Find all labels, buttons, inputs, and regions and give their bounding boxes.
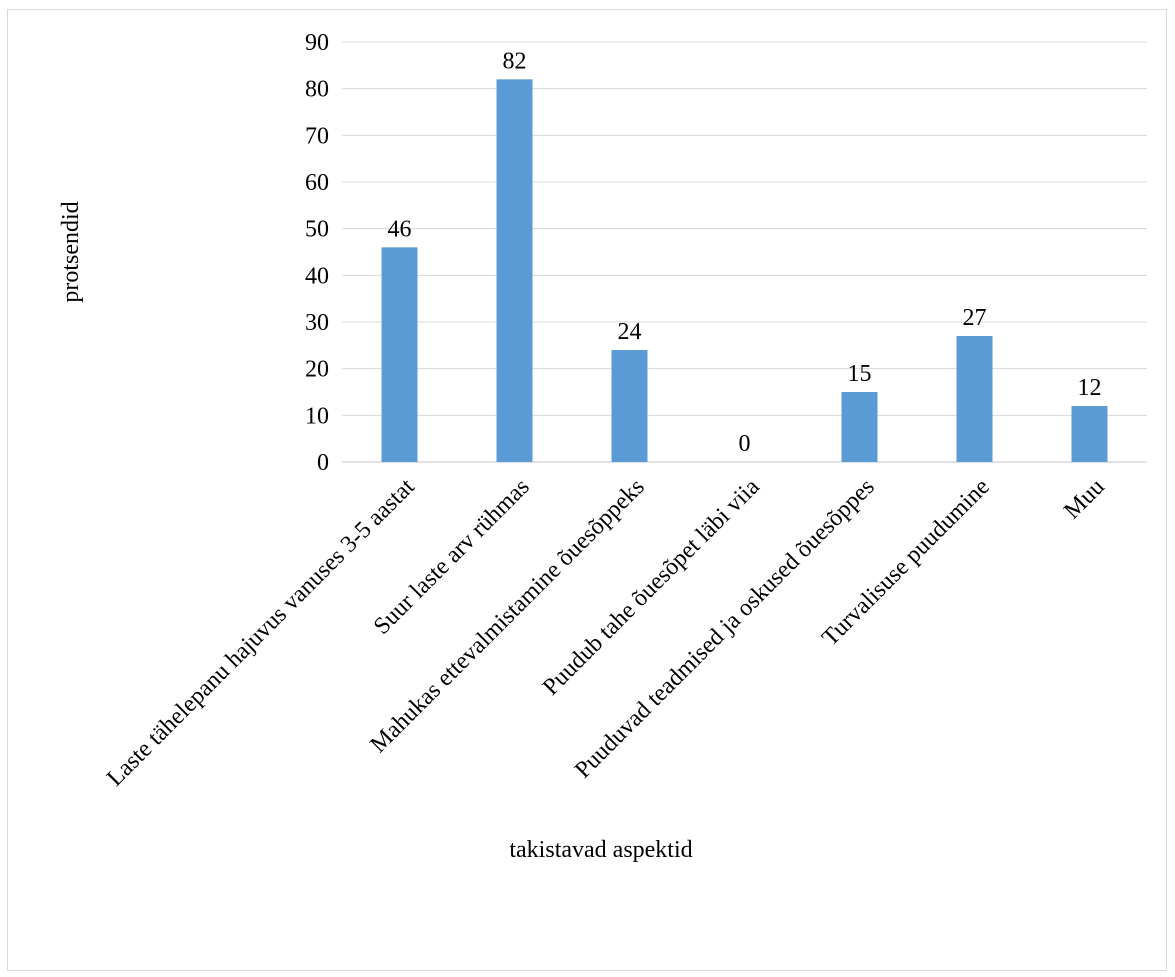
- bar: [611, 350, 648, 462]
- data-label: 0: [739, 431, 751, 457]
- x-tick-labels: Laste tähelepanu hajuvus vanuses 3-5 aas…: [102, 474, 1110, 792]
- data-label: 27: [963, 305, 987, 331]
- data-label: 12: [1078, 375, 1102, 401]
- data-label: 82: [503, 48, 527, 74]
- y-tick-label: 40: [305, 263, 329, 289]
- bar: [1071, 406, 1108, 462]
- y-tick-label: 50: [305, 217, 329, 243]
- y-tick-label: 80: [305, 77, 329, 103]
- data-label: 24: [618, 319, 642, 345]
- x-tick-label: Puudub tahe õuesõpet läbi viia: [538, 474, 765, 701]
- y-tick-label: 60: [305, 170, 329, 196]
- gridlines: [342, 41, 1147, 463]
- y-axis-title: protsendid: [58, 201, 84, 302]
- y-tick-label: 10: [305, 403, 329, 429]
- y-tick-label: 30: [305, 310, 329, 336]
- x-tick-label: Muu: [1059, 474, 1109, 524]
- bar: [496, 79, 533, 462]
- y-tick-labels: 0 10 20 30 40 50 60 70 80 90: [305, 30, 329, 476]
- bars: [381, 79, 1108, 462]
- data-label: 46: [388, 216, 412, 242]
- data-label: 15: [848, 361, 872, 387]
- bar: [956, 336, 993, 462]
- y-tick-label: 70: [305, 123, 329, 149]
- bar: [841, 392, 878, 462]
- data-labels: 46 82 24 0 15 27 12: [388, 48, 1102, 457]
- bar: [381, 247, 418, 462]
- y-tick-label: 0: [317, 450, 329, 476]
- chart-frame: [7, 9, 1167, 971]
- y-tick-label: 90: [305, 30, 329, 56]
- y-tick-label: 20: [305, 357, 329, 383]
- x-axis-title: takistavad aspektid: [509, 837, 692, 863]
